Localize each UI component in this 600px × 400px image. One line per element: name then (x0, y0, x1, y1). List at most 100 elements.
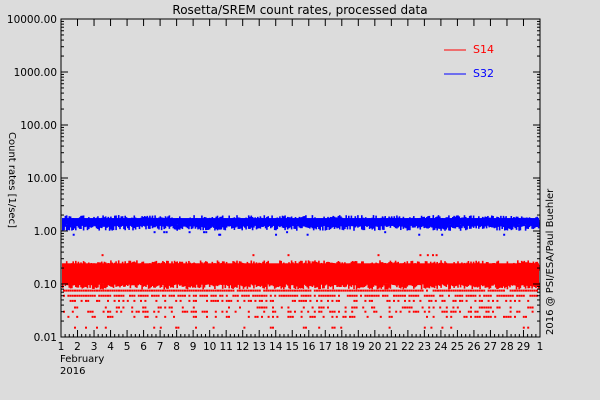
data-point (250, 221, 253, 228)
x-axis-year: 2016 (60, 366, 85, 377)
data-point (375, 220, 377, 227)
data-point (261, 306, 263, 309)
data-point (151, 215, 154, 222)
data-point (88, 279, 90, 286)
data-point (117, 260, 120, 267)
data-point (211, 217, 214, 224)
data-point (520, 220, 523, 227)
x-tick-label: 24 (434, 341, 448, 353)
data-point (395, 310, 398, 313)
data-point (194, 281, 197, 288)
data-point (503, 233, 506, 236)
data-point (410, 261, 412, 268)
data-point (374, 219, 376, 226)
data-point (193, 220, 195, 227)
data-point (292, 219, 294, 226)
data-point (186, 264, 189, 271)
data-point (140, 279, 142, 286)
data-point (109, 294, 112, 297)
data-point (147, 217, 150, 224)
data-point (371, 294, 373, 297)
data-point (250, 289, 252, 292)
data-point (388, 326, 391, 329)
data-point (210, 263, 212, 270)
data-point (112, 263, 115, 270)
data-point (285, 278, 288, 285)
data-point (62, 219, 64, 226)
data-point (98, 218, 100, 225)
data-point (237, 222, 240, 229)
data-point (393, 262, 396, 269)
data-point (141, 283, 143, 290)
data-point (510, 264, 513, 271)
data-point (466, 262, 468, 269)
data-point (392, 263, 394, 270)
data-point (273, 219, 276, 226)
data-point (448, 283, 450, 290)
data-point (376, 283, 379, 290)
data-point (133, 215, 136, 222)
data-point (409, 263, 411, 270)
data-point (115, 289, 118, 292)
data-point (171, 261, 173, 268)
data-point (306, 281, 308, 288)
data-point (206, 261, 208, 268)
x-tick-label: 16 (302, 341, 316, 353)
data-point (111, 219, 113, 226)
data-point (288, 262, 290, 269)
data-point (519, 282, 522, 289)
data-point (124, 224, 126, 231)
data-point (129, 260, 132, 267)
data-point (506, 261, 509, 268)
data-point (454, 294, 457, 297)
data-point (386, 299, 389, 302)
data-point (258, 294, 261, 297)
data-point (275, 224, 277, 231)
data-point (80, 262, 82, 269)
data-point (496, 306, 499, 309)
data-point (101, 282, 103, 289)
data-point (284, 215, 286, 222)
data-point (224, 264, 227, 271)
data-point (498, 281, 501, 288)
x-tick-label: 19 (352, 341, 365, 353)
data-point (380, 220, 383, 227)
data-point (390, 278, 393, 285)
data-point (89, 310, 92, 313)
data-point (415, 289, 417, 292)
data-point (62, 224, 64, 231)
data-point (102, 289, 105, 292)
data-point (259, 280, 262, 287)
data-point (214, 315, 217, 318)
x-tick-label: 17 (319, 341, 332, 353)
data-point (325, 223, 328, 230)
data-point (234, 221, 237, 228)
data-point (192, 306, 195, 309)
data-point (520, 216, 523, 223)
data-point (381, 216, 384, 223)
data-point (96, 299, 98, 302)
data-point (298, 299, 301, 302)
data-point (478, 294, 481, 297)
data-point (97, 223, 99, 230)
data-point (494, 315, 497, 318)
data-point (242, 220, 245, 227)
data-point (331, 289, 334, 292)
data-point (145, 280, 147, 287)
data-point (176, 282, 178, 289)
data-point (436, 261, 438, 268)
data-point (363, 263, 366, 270)
data-point (163, 223, 165, 230)
data-point (414, 281, 416, 288)
data-point (349, 223, 351, 230)
data-point (338, 281, 341, 288)
y-tick-label: 1.00 (34, 226, 57, 238)
data-point (478, 222, 480, 229)
data-point (401, 280, 403, 287)
data-point (69, 221, 72, 228)
data-point (364, 289, 367, 292)
data-point (366, 221, 368, 228)
data-point (518, 283, 520, 290)
data-point (389, 260, 392, 267)
data-point (483, 264, 485, 271)
